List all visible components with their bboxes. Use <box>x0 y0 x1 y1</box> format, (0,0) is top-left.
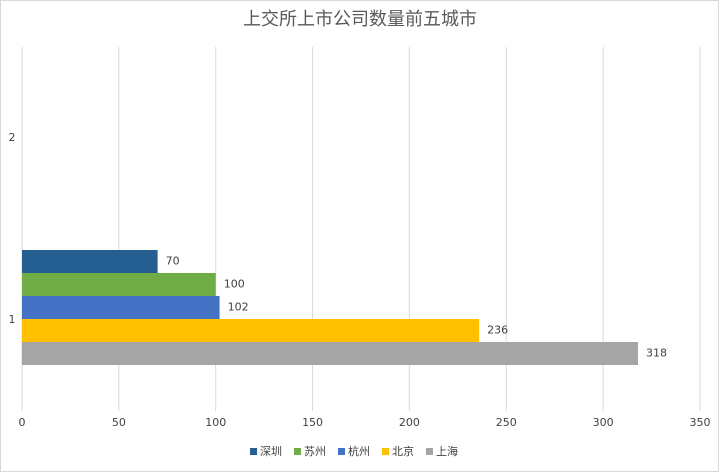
legend-swatch <box>426 448 433 455</box>
bar <box>22 296 220 319</box>
x-tick-label: 300 <box>593 416 614 429</box>
legend-label: 深圳 <box>260 445 282 458</box>
legend-swatch <box>250 448 257 455</box>
data-label: 70 <box>166 255 180 268</box>
data-label: 100 <box>224 278 245 291</box>
x-tick-label: 0 <box>19 416 26 429</box>
x-tick-label: 200 <box>399 416 420 429</box>
legend-swatch <box>382 448 389 455</box>
legend-label: 苏州 <box>304 445 326 458</box>
bar <box>22 319 480 342</box>
data-label: 102 <box>228 301 249 314</box>
bar <box>22 342 639 365</box>
x-tick-label: 50 <box>112 416 126 429</box>
legend-label: 杭州 <box>348 444 370 458</box>
x-tick-label: 150 <box>302 416 323 429</box>
bar <box>22 250 158 273</box>
x-tick-label: 350 <box>690 416 711 429</box>
y-tick-label: 1 <box>9 313 16 326</box>
legend-swatch <box>338 448 345 455</box>
legend-label: 上海 <box>436 444 458 458</box>
legend-swatch <box>294 448 301 455</box>
bar <box>22 273 216 296</box>
data-label: 318 <box>646 347 667 360</box>
y-tick-label: 2 <box>9 131 16 144</box>
legend-label: 北京 <box>392 444 414 458</box>
x-tick-label: 250 <box>496 416 517 429</box>
chart-title: 上交所上市公司数量前五城市 <box>243 9 477 30</box>
data-label: 236 <box>487 324 508 337</box>
x-tick-label: 100 <box>205 416 226 429</box>
